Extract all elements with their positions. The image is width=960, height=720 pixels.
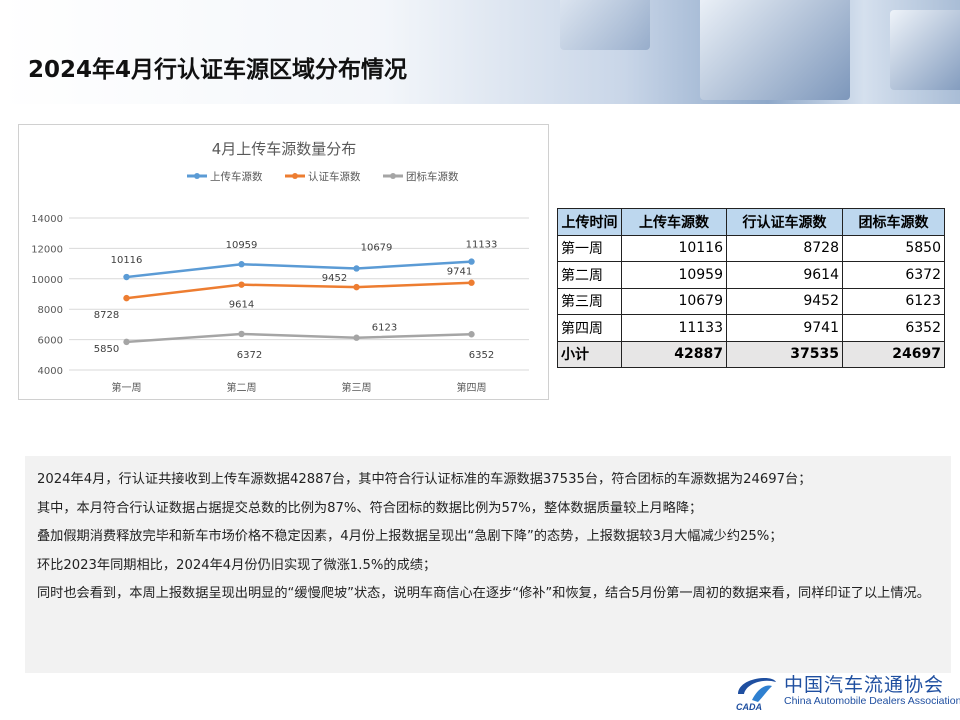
cell: 42887 [621, 340, 727, 368]
data-point [123, 294, 130, 302]
decor-cube [560, 0, 650, 50]
data-point [353, 334, 360, 341]
cell: 9614 [726, 261, 843, 289]
cell: 11133 [621, 314, 727, 342]
header-banner [0, 0, 960, 104]
legend-label: 上传车源数 [210, 170, 263, 183]
data-label: 10959 [226, 240, 258, 251]
cell: 10116 [621, 234, 727, 262]
summary-text: 2024年4月，行认证共接收到上传车源数据42887台，其中符合行认证标准的车源… [25, 456, 951, 673]
table-header: 上传时间 [557, 208, 622, 236]
data-label: 5850 [94, 344, 119, 355]
table-header: 上传车源数 [621, 208, 727, 236]
series-line [126, 260, 472, 279]
chart-title: 4月上传车源数量分布 [212, 140, 357, 158]
data-label: 6123 [372, 323, 397, 334]
table-header-row: 上传时间 上传车源数 行认证车源数 团标车源数 [557, 208, 945, 236]
data-label: 10679 [361, 242, 393, 253]
legend-marker [292, 173, 298, 179]
paragraph: 其中，本月符合行认证数据占据提交总数的比例为87%、符合团标的数据比例为57%，… [37, 500, 703, 516]
data-point [238, 281, 245, 288]
legend-marker [194, 173, 200, 179]
cada-logo-icon: CADA [736, 678, 776, 712]
cell: 8728 [726, 234, 843, 262]
cell: 5850 [842, 234, 945, 262]
data-point [123, 338, 130, 346]
legend-marker [390, 173, 396, 179]
cell: 24697 [842, 340, 945, 368]
data-point [123, 273, 130, 281]
y-tick-label: 10000 [31, 275, 63, 286]
data-point [468, 331, 475, 338]
series-line [126, 281, 472, 300]
table-total-row: 小计 42887 37535 24697 [557, 340, 945, 368]
y-tick-label: 14000 [31, 214, 63, 225]
paragraph: 叠加假期消费释放完毕和新车市场价格不稳定因素，4月份上报数据呈现出“急剧下降”的… [37, 529, 783, 544]
cell: 37535 [726, 340, 843, 368]
data-label: 11133 [466, 240, 498, 251]
cell: 6352 [842, 314, 945, 342]
data-table: 上传时间 上传车源数 行认证车源数 团标车源数 第一周 10116 8728 5850… [557, 208, 945, 368]
data-label: 9452 [322, 273, 347, 284]
data-label: 9741 [447, 267, 472, 278]
logo-cn: 中国汽车流通协会 [784, 674, 945, 696]
table-row: 第一周 10116 8728 5850 [557, 234, 945, 262]
y-tick-label: 12000 [31, 244, 63, 255]
table-row: 第四周 11133 9741 6352 [557, 314, 945, 342]
table-row: 第三周 10679 9452 6123 [557, 287, 945, 315]
data-point [238, 261, 245, 268]
cell: 第四周 [557, 314, 622, 342]
cell: 10679 [621, 287, 727, 315]
table-header: 团标车源数 [842, 208, 945, 236]
cell: 10959 [621, 261, 727, 289]
data-point [353, 283, 360, 291]
table-header: 行认证车源数 [726, 208, 843, 236]
data-label: 8728 [94, 310, 119, 321]
x-tick-label: 第三周 [342, 381, 372, 394]
data-label: 6372 [237, 350, 262, 361]
y-tick-label: 4000 [38, 366, 63, 377]
paragraph: 同时也会看到，本周上报数据呈现出明显的“缓慢爬坡”状态，说明车商信心在逐步“修补… [37, 586, 930, 601]
cell: 9452 [726, 287, 843, 315]
cell: 第三周 [557, 287, 622, 315]
decor-cube [890, 10, 960, 90]
logo-en: China Automobile Dealers Association [784, 695, 960, 707]
cell: 6372 [842, 261, 945, 289]
x-tick-label: 第四周 [457, 381, 487, 394]
cell: 6123 [842, 287, 945, 315]
cell: 小计 [557, 340, 622, 368]
cell: 9741 [726, 314, 843, 342]
data-point [353, 265, 360, 272]
series-line [126, 332, 472, 344]
cell: 第二周 [557, 261, 622, 289]
x-tick-label: 第二周 [227, 381, 257, 394]
logo-abbr: CADA [736, 702, 762, 712]
data-label: 9614 [229, 300, 254, 311]
legend-label: 认证车源数 [308, 170, 361, 183]
legend-label: 团标车源数 [406, 170, 459, 183]
paragraph: 2024年4月，行认证共接收到上传车源数据42887台，其中符合行认证标准的车源… [37, 472, 812, 487]
paragraph: 环比2023年同期相比，2024年4月份仍旧实现了微涨1.5%的成绩； [37, 557, 437, 573]
cada-logo: CADA 中国汽车流通协会 China Automobile Dealers A… [732, 668, 960, 713]
x-tick-label: 第一周 [112, 381, 142, 394]
data-label: 6352 [469, 350, 494, 361]
data-point [468, 258, 475, 265]
decor-cube [700, 0, 850, 100]
data-point [238, 330, 245, 338]
line-chart: 4月上传车源数量分布上传车源数 认证车源数 团标车源数 4000 6000 8000 100… [18, 124, 549, 400]
y-tick-label: 6000 [38, 336, 63, 347]
data-label: 10116 [111, 255, 143, 266]
page-title: 2024年4月行认证车源区域分布情况 [28, 57, 408, 83]
table-row: 第二周 10959 9614 6372 [557, 261, 945, 289]
y-tick-label: 8000 [38, 305, 63, 316]
data-point [468, 279, 475, 286]
cell: 第一周 [557, 234, 622, 262]
